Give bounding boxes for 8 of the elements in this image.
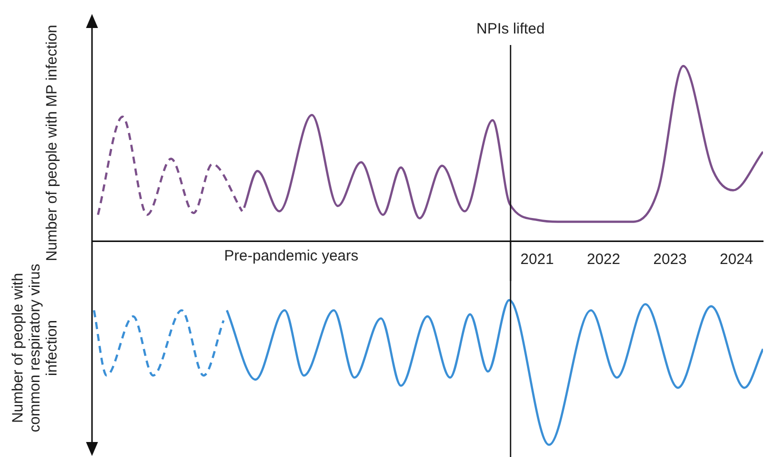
y-axis-title: Number of people with MP infection bbox=[44, 24, 61, 262]
x-tick-label: 2023 bbox=[653, 251, 687, 268]
x-tick-label: 2024 bbox=[720, 251, 754, 268]
x-tick-label: 2022 bbox=[586, 251, 620, 268]
annotation: Pre-pandemic years bbox=[224, 248, 358, 265]
y-axis-title: Number of people with common respiratory virus infection bbox=[10, 264, 61, 432]
ref-line-label: NPIs lifted bbox=[476, 20, 545, 38]
x-tick-label: 2021 bbox=[520, 251, 554, 268]
